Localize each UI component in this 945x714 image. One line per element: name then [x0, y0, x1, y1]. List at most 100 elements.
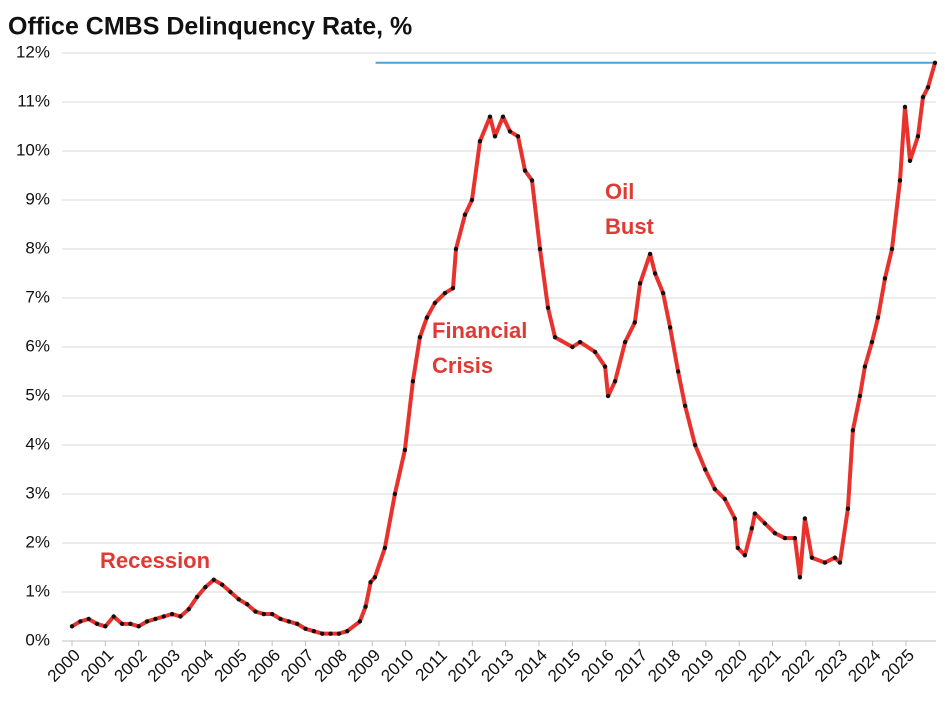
data-point — [529, 178, 535, 183]
data-point — [915, 134, 921, 139]
data-point — [647, 251, 653, 257]
data-point — [303, 626, 308, 631]
chart-title: Office CMBS Delinquency Rate, % — [8, 13, 412, 41]
x-tick-label: 2000 — [44, 646, 84, 686]
data-point — [832, 555, 838, 560]
data-point — [462, 212, 468, 217]
data-point — [261, 611, 267, 617]
data-point — [735, 545, 741, 551]
data-point — [907, 158, 913, 163]
data-point — [253, 609, 258, 614]
data-point — [178, 614, 183, 619]
data-point — [203, 584, 208, 590]
y-tick-label: 5% — [25, 385, 50, 404]
x-tick-label: 2007 — [277, 646, 317, 686]
data-point — [712, 486, 718, 492]
data-point — [675, 369, 681, 374]
x-tick-label: 2016 — [578, 646, 618, 686]
x-tick-label: 2018 — [644, 646, 684, 686]
data-point — [889, 246, 895, 252]
data-point — [837, 560, 843, 565]
y-tick-label: 10% — [16, 140, 50, 159]
data-point — [211, 577, 216, 582]
data-point — [432, 300, 438, 306]
x-tick-label: 2011 — [412, 646, 451, 685]
data-point — [920, 94, 926, 100]
data-point — [294, 621, 300, 627]
data-point — [500, 114, 506, 119]
x-tick-label: 2017 — [611, 646, 651, 686]
x-tick-label: 2025 — [878, 646, 918, 686]
data-point — [128, 621, 133, 627]
data-point — [722, 496, 728, 502]
data-point — [477, 139, 483, 144]
data-point — [219, 582, 225, 587]
data-point — [111, 614, 116, 619]
x-tick-label: 2020 — [711, 646, 751, 686]
data-point — [161, 614, 166, 619]
y-tick-label: 11% — [17, 91, 50, 110]
y-tick-label: 7% — [25, 287, 50, 306]
x-tick-label: 2015 — [544, 646, 584, 686]
data-point — [797, 575, 803, 580]
data-point — [492, 134, 498, 139]
y-tick-label: 12% — [16, 42, 50, 61]
data-point — [809, 555, 815, 560]
data-point — [515, 134, 521, 139]
data-point — [850, 428, 856, 433]
data-point — [424, 315, 430, 320]
x-tick-label: 2013 — [477, 646, 517, 686]
data-point — [311, 629, 317, 634]
data-point — [660, 290, 666, 296]
data-point — [368, 580, 373, 585]
data-point — [487, 114, 493, 119]
data-point — [742, 553, 748, 558]
data-point — [153, 616, 158, 622]
data-point — [450, 286, 456, 291]
data-point — [845, 506, 851, 511]
data-point — [507, 129, 513, 134]
data-point — [228, 589, 233, 595]
x-tick-label: 2003 — [144, 646, 184, 686]
y-tick-label: 4% — [25, 434, 50, 453]
x-tick-label: 2006 — [244, 646, 284, 686]
data-point — [682, 403, 688, 408]
x-tick-label: 2014 — [511, 646, 551, 686]
data-point — [402, 447, 408, 453]
data-point — [328, 631, 333, 636]
data-point — [667, 325, 673, 330]
data-point — [392, 491, 398, 497]
data-point — [857, 393, 863, 399]
y-tick-label: 1% — [25, 581, 50, 600]
data-point — [269, 611, 275, 617]
x-tick-label: 2023 — [811, 646, 851, 686]
data-point — [782, 535, 788, 541]
x-tick-label: 2010 — [377, 646, 417, 686]
data-point — [94, 621, 100, 627]
y-tick-label: 0% — [25, 630, 50, 649]
data-point — [592, 349, 598, 355]
data-point — [319, 631, 325, 636]
y-tick-label: 3% — [25, 483, 50, 502]
x-tick-label: 2019 — [678, 646, 718, 686]
data-point — [882, 276, 888, 281]
annotation: Crisis — [432, 353, 493, 378]
data-point — [69, 624, 75, 629]
annotation: Oil — [605, 179, 634, 204]
data-point — [632, 320, 637, 325]
data-point — [772, 531, 778, 536]
data-point — [612, 379, 618, 384]
data-point — [278, 616, 283, 622]
data-point — [802, 516, 808, 521]
data-point — [236, 597, 241, 602]
data-point — [442, 290, 448, 296]
y-tick-label: 2% — [25, 532, 50, 551]
annotation: Bust — [605, 214, 655, 239]
data-point — [762, 521, 768, 526]
data-point — [792, 535, 798, 541]
data-point — [410, 379, 416, 384]
data-point — [363, 604, 368, 609]
data-point — [932, 60, 938, 65]
data-point — [119, 621, 125, 627]
